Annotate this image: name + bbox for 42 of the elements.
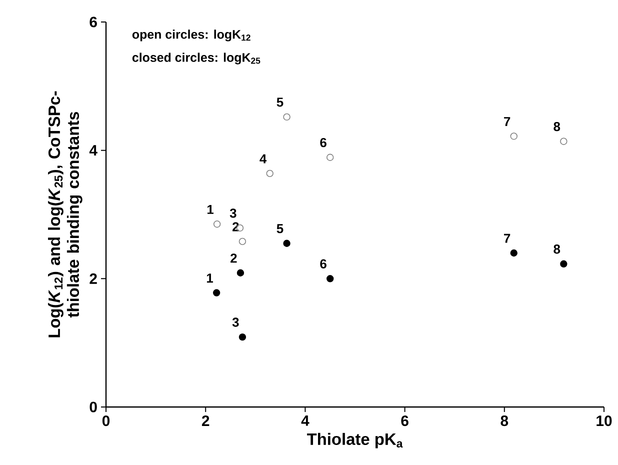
annotation: 8 bbox=[554, 122, 560, 132]
x-tick-label: 4 bbox=[301, 416, 310, 426]
annotation: open circles: logK$_{12}$ bbox=[132, 30, 250, 42]
annotation: closed circles: logK$_{25}$ bbox=[132, 52, 260, 64]
annotation: 3 bbox=[232, 318, 239, 327]
annotation: 2 bbox=[232, 222, 239, 232]
annotation: 1 bbox=[207, 205, 214, 214]
annotation: 6 bbox=[320, 138, 326, 148]
point bbox=[213, 220, 221, 228]
point bbox=[212, 289, 220, 296]
annotation: 3 bbox=[230, 208, 236, 218]
point bbox=[510, 132, 518, 140]
point bbox=[236, 269, 244, 276]
annotation: 6 bbox=[320, 259, 326, 268]
annotation: 5 bbox=[276, 98, 284, 107]
x-tick-label: 6 bbox=[401, 416, 408, 426]
x-tick-label: 2 bbox=[202, 416, 210, 426]
point bbox=[326, 154, 334, 161]
point bbox=[266, 170, 274, 178]
annotation: 7 bbox=[504, 234, 510, 243]
x-tick-label: 8 bbox=[500, 416, 508, 426]
y-tick-label: 2 bbox=[90, 273, 97, 284]
point bbox=[238, 238, 246, 246]
annotation: 5 bbox=[276, 224, 284, 234]
y-tick-label: 0 bbox=[90, 402, 97, 412]
point bbox=[283, 240, 290, 247]
y-tick-label: 4 bbox=[89, 145, 98, 156]
y-tick-label: 6 bbox=[90, 16, 97, 28]
point bbox=[238, 333, 246, 341]
x-tick-label: 0 bbox=[102, 416, 110, 426]
annotation: 2 bbox=[230, 254, 237, 263]
annotation: 1 bbox=[206, 274, 214, 283]
x-axis-title: Thiolate pK$_{a}$ bbox=[307, 432, 403, 448]
point bbox=[560, 260, 568, 268]
annotation: 7 bbox=[504, 117, 510, 126]
point bbox=[560, 138, 568, 145]
x-tick-label: 10 bbox=[596, 416, 612, 426]
annotation: 8 bbox=[554, 244, 560, 254]
point bbox=[510, 249, 518, 257]
annotation: 4 bbox=[260, 154, 267, 164]
point bbox=[326, 275, 334, 282]
point bbox=[283, 113, 290, 121]
